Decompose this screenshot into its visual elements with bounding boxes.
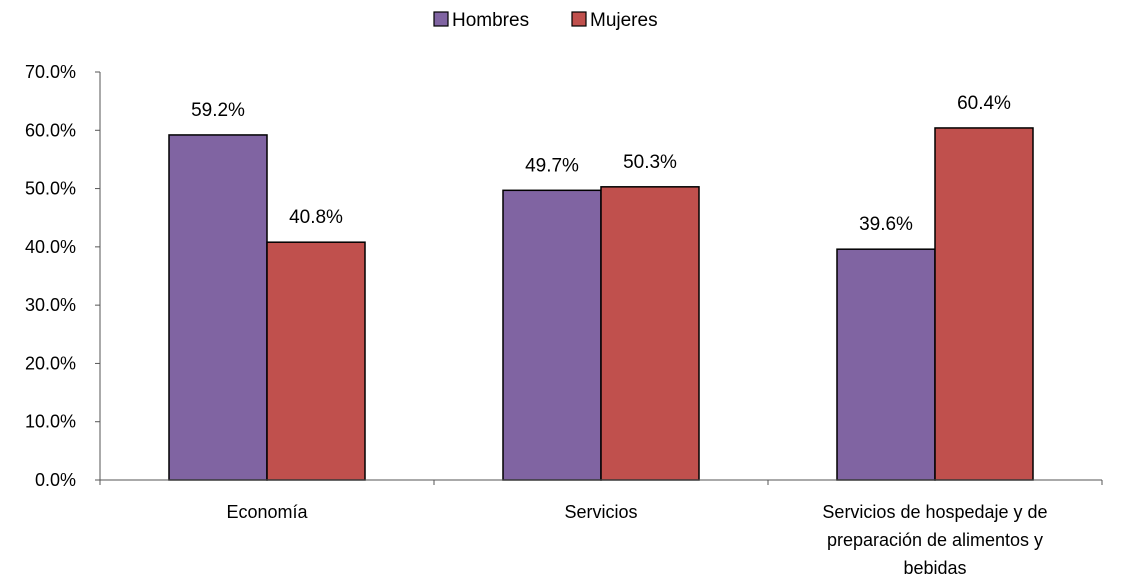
data-label: 39.6% <box>859 214 913 235</box>
data-labels: 59.2% 40.8% 49.7% 50.3% 39.6% 60.4% <box>191 93 1011 235</box>
category-label: Servicios de hospedaje y de preparación d… <box>822 502 1047 578</box>
y-tick-label: 40.0% <box>25 237 76 257</box>
bar-mujeres <box>600 186 700 481</box>
y-tick-label: 70.0% <box>25 62 76 82</box>
legend-swatch-hombres <box>433 11 449 27</box>
y-tick-label: 50.0% <box>25 179 76 199</box>
legend: Hombres Mujeres <box>433 10 658 31</box>
data-label: 49.7% <box>525 155 579 176</box>
data-label: 40.8% <box>289 207 343 228</box>
data-label: 59.2% <box>191 100 245 121</box>
bar-mujeres <box>266 241 366 481</box>
y-tick-label: 60.0% <box>25 120 76 140</box>
legend-swatch-mujeres <box>571 11 587 27</box>
bar-hombres <box>168 134 268 481</box>
legend-label: Mujeres <box>590 10 658 31</box>
bar-hombres <box>502 189 602 481</box>
bars <box>168 127 1034 481</box>
y-tick-label: 20.0% <box>25 353 76 373</box>
bar-hombres <box>836 248 936 481</box>
data-label: 60.4% <box>957 93 1011 114</box>
category-label: Economía <box>226 502 308 522</box>
y-axis: 0.0% 10.0% 20.0% 30.0% 40.0% 50.0% 60.0% 70.0% <box>25 62 101 490</box>
y-tick-label: 30.0% <box>25 295 76 315</box>
bar-mujeres <box>934 127 1034 481</box>
data-label: 50.3% <box>623 152 677 173</box>
category-label: Servicios <box>564 502 637 522</box>
x-axis: Economía Servicios Servicios de hospedaje … <box>99 479 1103 578</box>
y-tick-label: 0.0% <box>35 470 76 490</box>
y-tick-label: 10.0% <box>25 412 76 432</box>
legend-label: Hombres <box>452 10 529 31</box>
